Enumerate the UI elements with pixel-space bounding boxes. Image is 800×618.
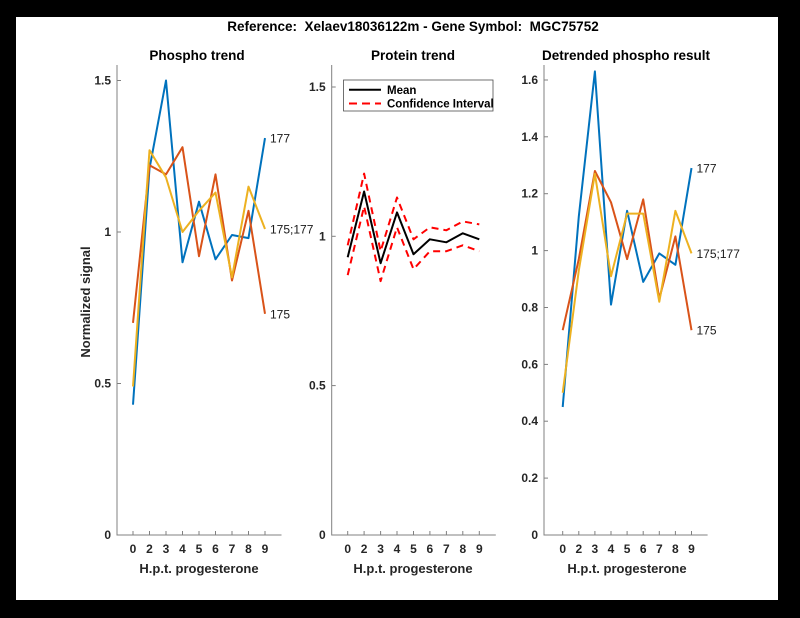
x-tick-label: 5 (624, 542, 631, 556)
x-tick-label: 2 (575, 542, 582, 556)
x-tick-label: 0 (130, 542, 137, 556)
legend-box (343, 79, 494, 112)
y-tick-label: 1.5 (94, 74, 111, 88)
legend-ci-label: Confidence Interval (387, 99, 494, 111)
series-end-label-175;177: 175;177 (270, 223, 314, 237)
series-end-label-175: 175 (270, 307, 290, 321)
x-tick-label: 5 (410, 542, 417, 556)
y-tick-label: 0.4 (521, 414, 538, 428)
chart-title-phospho: Phospho trend (149, 48, 244, 63)
x-tick-label: 7 (443, 542, 450, 556)
series-line-175 (132, 146, 266, 324)
y-tick-label: 0.6 (521, 357, 538, 371)
series-line-CI-upper (346, 172, 480, 253)
x-tick-label: 4 (608, 542, 615, 556)
y-tick-label: 1.2 (521, 187, 538, 201)
x-axis-label-phospho: H.p.t. progesterone (139, 561, 258, 576)
x-tick-label: 9 (476, 542, 483, 556)
series-line-175;177 (132, 149, 266, 387)
y-tick-label: 1.6 (521, 73, 538, 87)
chart-phospho-trend: Phospho trend Normalized signal H.p.t. p… (78, 48, 314, 576)
x-tick-label: 6 (427, 542, 434, 556)
x-axis-label-detrended: H.p.t. progesterone (567, 561, 686, 576)
x-tick-label: 0 (559, 542, 566, 556)
series-line-175 (561, 170, 693, 331)
series-line-175;177 (561, 172, 693, 393)
x-tick-label: 9 (262, 542, 269, 556)
y-tick-label: 1 (319, 229, 326, 243)
series-end-label-177: 177 (270, 132, 290, 146)
chart-protein-trend: Protein trend H.p.t. progesterone 0 0.5 1 1… (309, 48, 496, 576)
x-tick-label: 4 (179, 542, 186, 556)
series-end-label-177: 177 (697, 162, 717, 176)
x-tick-label: 4 (394, 542, 401, 556)
x-tick-label: 6 (640, 542, 647, 556)
figure-title: Reference: Xelaev18036122m - Gene Symbol… (227, 19, 598, 34)
x-tick-label: 9 (688, 542, 695, 556)
x-tick-label: 2 (146, 542, 153, 556)
legend-mean-label: Mean (387, 85, 416, 97)
x-tick-label: 6 (212, 542, 219, 556)
y-tick-label: 0.5 (94, 377, 111, 391)
series-end-label-175;177: 175;177 (697, 247, 741, 261)
plot-area-protein: 00.511.50 2 3 4 5 6 7 8 9 (309, 65, 496, 556)
y-tick-label: 0 (531, 528, 538, 542)
legend: Mean Confidence Interval (343, 79, 494, 112)
x-tick-label: 8 (672, 542, 679, 556)
x-axis-label-protein: H.p.t. progesterone (353, 561, 472, 576)
figure-background (16, 17, 778, 600)
x-tick-label: 7 (229, 542, 236, 556)
y-tick-label: 1.4 (521, 130, 538, 144)
x-tick-label: 3 (163, 542, 170, 556)
y-tick-label: 1 (531, 244, 538, 258)
chart-detrended-phospho: Detrended phospho result H.p.t. progeste… (521, 48, 740, 576)
y-axis-label: Normalized signal (78, 246, 93, 357)
series-end-label-175: 175 (697, 324, 717, 338)
series-line-CI-lower (346, 205, 480, 283)
x-tick-label: 3 (592, 542, 599, 556)
chart-title-detrended: Detrended phospho result (542, 48, 711, 63)
y-tick-label: 0.2 (521, 471, 538, 485)
x-tick-label: 7 (656, 542, 663, 556)
x-tick-label: 2 (361, 542, 368, 556)
x-tick-label: 0 (344, 542, 351, 556)
y-tick-label: 1.5 (309, 80, 326, 94)
y-tick-label: 0.8 (521, 301, 538, 315)
plot-area-detrended: 00.20.40.60.811.21.41.60 2 3 4 5 6 7 8 917717517… (521, 65, 740, 556)
x-tick-label: 3 (377, 542, 384, 556)
y-tick-label: 0 (104, 528, 111, 542)
y-tick-label: 1 (104, 225, 111, 239)
chart-title-protein: Protein trend (371, 48, 455, 63)
y-tick-label: 0.5 (309, 379, 326, 393)
y-tick-label: 0 (319, 528, 326, 542)
x-tick-label: 5 (196, 542, 203, 556)
x-tick-label: 8 (245, 542, 252, 556)
x-tick-label: 8 (459, 542, 466, 556)
series-line-Mean (346, 190, 480, 265)
